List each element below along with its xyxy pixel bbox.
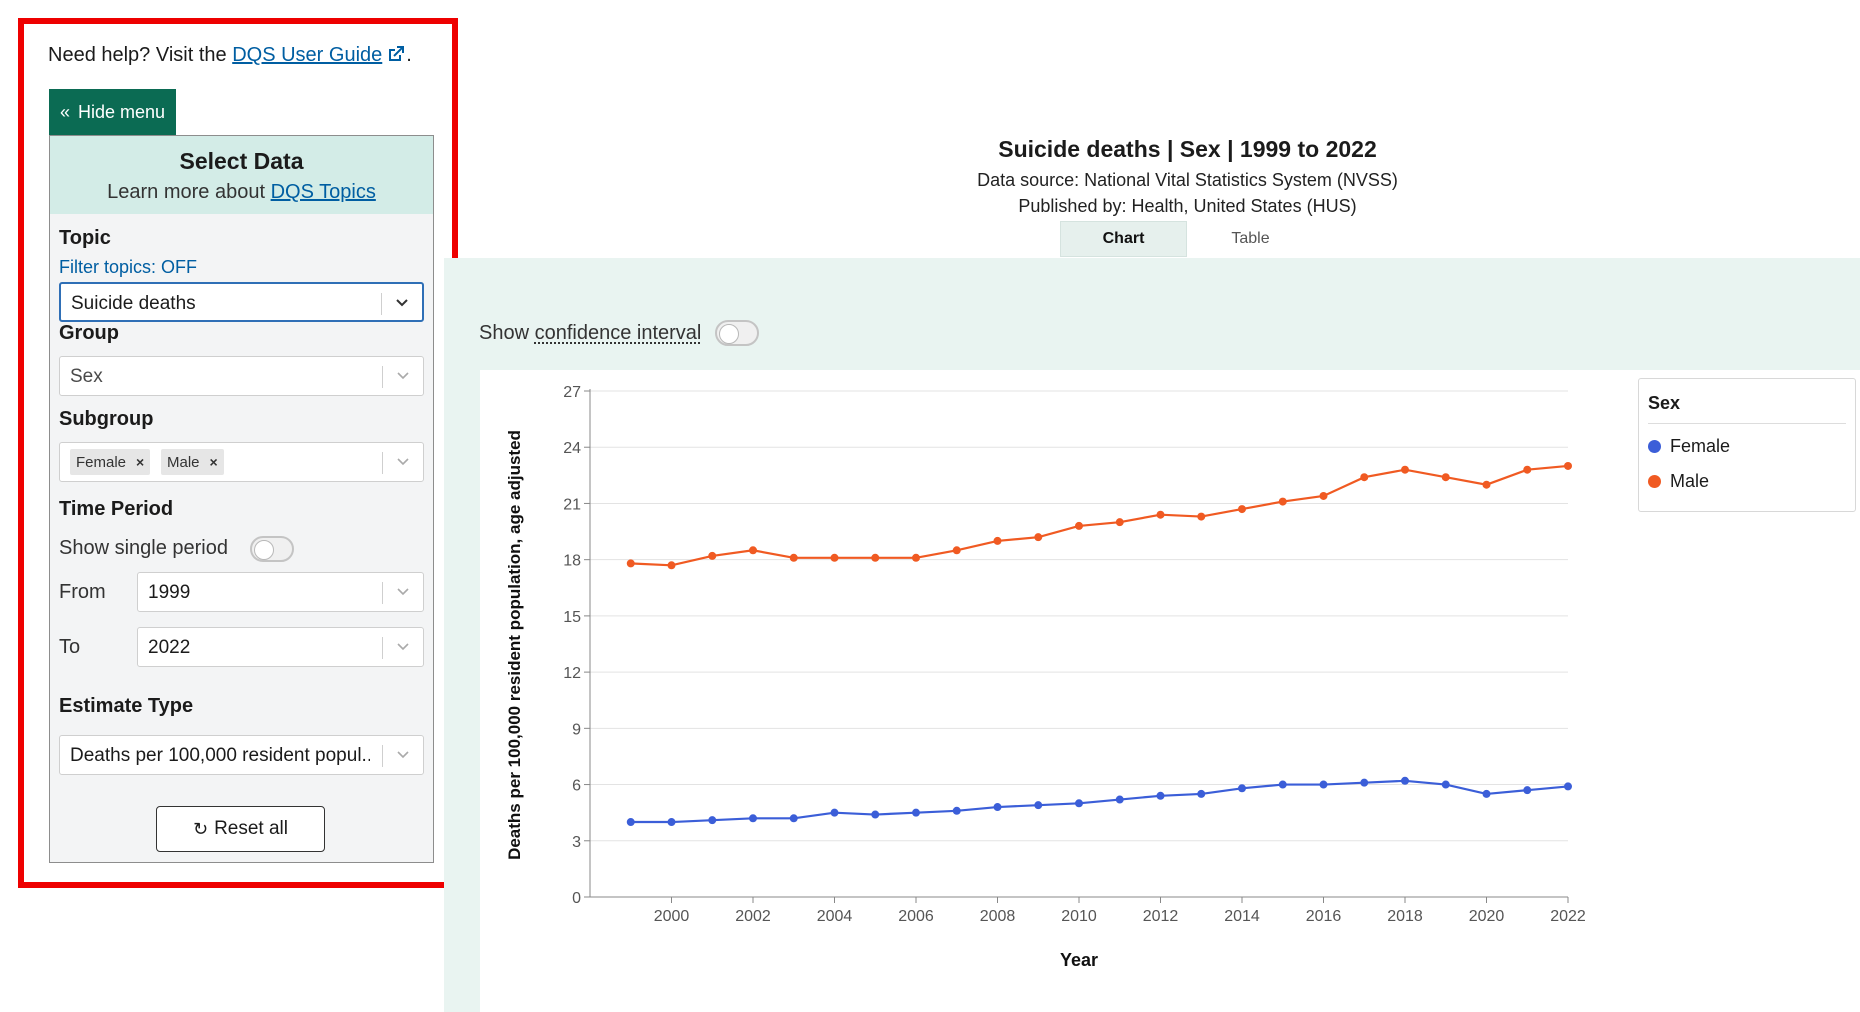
toggle-knob	[719, 324, 739, 344]
help-suffix: .	[406, 44, 412, 66]
hide-menu-button[interactable]: « Hide menu	[49, 89, 176, 135]
help-text: Need help? Visit the DQS User Guide.	[48, 44, 412, 70]
ci-prefix: Show	[479, 322, 535, 344]
hide-menu-label: Hide menu	[77, 101, 166, 122]
double-chevron-left-icon: «	[59, 101, 70, 122]
subgroup-chip-male: Male ×	[161, 449, 224, 475]
tab-chart[interactable]: Chart	[1060, 221, 1187, 257]
select-data-panel: Select Data Learn more about DQS Topics …	[49, 135, 434, 863]
published-by-text: Published by: Health, United States (HUS…	[1018, 196, 1357, 216]
legend-divider	[1648, 423, 1846, 424]
panel-background-strip	[444, 258, 480, 1012]
topic-value: Suicide deaths	[71, 293, 196, 314]
to-label: To	[59, 636, 81, 658]
male-marker-icon	[1648, 475, 1661, 488]
data-source-text: Data source: National Vital Statistics S…	[977, 170, 1398, 190]
remove-chip-icon[interactable]: ×	[136, 454, 145, 470]
toggle-knob	[254, 540, 274, 560]
to-value: 2022	[148, 637, 191, 658]
learn-more-text: Learn more about DQS Topics	[50, 181, 433, 204]
dqs-user-guide-link[interactable]: DQS User Guide	[232, 44, 383, 66]
select-separator	[382, 452, 383, 474]
topic-label: Topic	[59, 227, 111, 249]
group-label: Group	[59, 322, 119, 344]
single-period-label: Show single period	[59, 537, 228, 559]
group-value: Sex	[70, 366, 103, 387]
confidence-interval-toggle[interactable]	[715, 320, 759, 346]
select-data-title: Select Data	[179, 148, 304, 174]
select-separator	[381, 293, 382, 315]
legend-title: Sex	[1648, 393, 1681, 413]
from-label: From	[59, 581, 106, 603]
tab-table[interactable]: Table	[1231, 230, 1270, 247]
chevron-down-icon[interactable]	[395, 453, 411, 475]
ci-term[interactable]: confidence interval	[534, 322, 702, 344]
dqs-topics-link[interactable]: DQS Topics	[270, 181, 376, 203]
from-value: 1999	[148, 582, 191, 603]
legend-label: Female	[1670, 436, 1731, 456]
chart-legend: Sex Female Male	[1638, 378, 1856, 512]
topic-select[interactable]: Suicide deaths	[59, 282, 424, 322]
confidence-interval-label: Show confidence interval	[479, 322, 701, 345]
learn-prefix: Learn more about	[107, 181, 271, 203]
single-period-toggle[interactable]	[250, 536, 294, 562]
chevron-down-icon[interactable]	[395, 638, 411, 660]
chip-label: Female	[76, 453, 127, 471]
legend-item-male[interactable]: Male	[1648, 471, 1709, 492]
group-select[interactable]: Sex	[59, 356, 424, 396]
chevron-down-icon[interactable]	[394, 294, 410, 316]
select-separator	[382, 366, 383, 388]
reset-label: Reset all	[214, 818, 288, 839]
chevron-down-icon[interactable]	[395, 746, 411, 768]
help-prefix: Need help? Visit the	[48, 44, 233, 66]
legend-item-female[interactable]: Female	[1648, 436, 1730, 457]
select-separator	[382, 637, 383, 659]
select-separator	[382, 745, 383, 767]
to-select[interactable]: 2022	[137, 627, 424, 667]
chevron-down-icon[interactable]	[395, 367, 411, 389]
subgroup-label: Subgroup	[59, 408, 154, 430]
reset-all-button[interactable]: ↻ Reset all	[156, 806, 325, 852]
subgroup-chip-female: Female ×	[70, 449, 151, 475]
select-separator	[382, 582, 383, 604]
select-data-header: Select Data Learn more about DQS Topics	[50, 136, 433, 214]
legend-label: Male	[1670, 471, 1710, 491]
chevron-down-icon[interactable]	[395, 583, 411, 605]
female-marker-icon	[1648, 440, 1661, 453]
filter-topics-toggle[interactable]: Filter topics: OFF	[59, 257, 198, 277]
external-link-icon[interactable]	[386, 44, 406, 70]
remove-chip-icon[interactable]: ×	[209, 454, 218, 470]
estimate-type-label: Estimate Type	[59, 695, 194, 717]
subgroup-select[interactable]: Female × Male ×	[59, 442, 424, 482]
time-period-label: Time Period	[59, 498, 174, 520]
reset-icon: ↻	[192, 818, 209, 839]
chip-label: Male	[167, 453, 200, 471]
options-band	[466, 258, 1860, 370]
estimate-type-select[interactable]: Deaths per 100,000 resident popul...	[59, 735, 424, 775]
chart-title: Suicide deaths | Sex | 1999 to 2022	[998, 136, 1377, 162]
from-select[interactable]: 1999	[137, 572, 424, 612]
estimate-value: Deaths per 100,000 resident popul...	[70, 745, 370, 766]
